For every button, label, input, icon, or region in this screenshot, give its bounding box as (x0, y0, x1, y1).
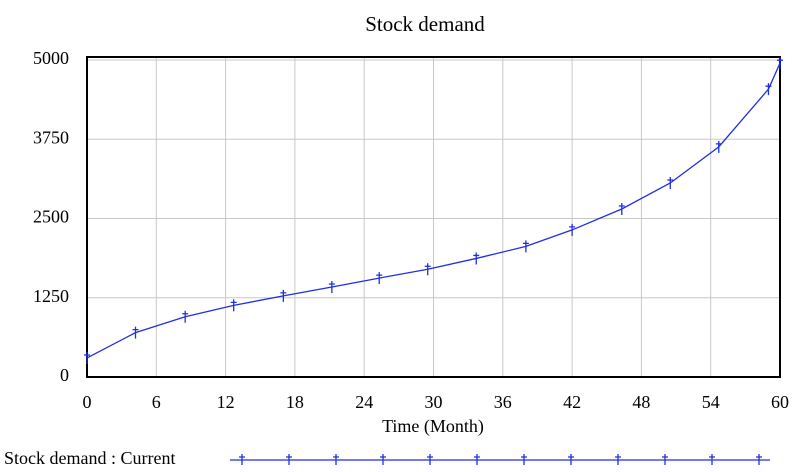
x-tick-label: 18 (286, 392, 304, 412)
legend-marker (662, 454, 668, 465)
y-tick-label: 5000 (33, 48, 69, 68)
data-marker (328, 280, 335, 293)
x-tick-label: 24 (355, 392, 373, 412)
data-marker (473, 252, 480, 265)
data-marker (132, 326, 139, 339)
x-tick-label: 54 (702, 392, 720, 412)
legend-marker (709, 454, 715, 465)
data-marker (376, 272, 383, 285)
legend-marker (615, 454, 621, 465)
x-tick-label: 48 (632, 392, 650, 412)
data-marker (667, 176, 674, 189)
y-tick-label: 2500 (33, 207, 69, 227)
legend-marker (756, 454, 762, 465)
legend-label: Stock demand : Current (4, 448, 175, 468)
x-tick-label: 42 (563, 392, 581, 412)
data-marker (765, 83, 772, 96)
x-tick-label: 36 (494, 392, 512, 412)
x-tick-label: 12 (217, 392, 235, 412)
plot-frame (86, 56, 781, 378)
y-tick-label: 1250 (33, 286, 69, 306)
data-marker (230, 299, 237, 312)
data-marker (424, 263, 431, 276)
legend-marker (427, 454, 433, 465)
legend-marker (333, 454, 339, 465)
legend-marker (380, 454, 386, 465)
data-marker (84, 351, 90, 364)
x-axis-label: Time (Month) (382, 416, 484, 437)
data-marker (618, 202, 625, 215)
data-marker (182, 310, 189, 323)
data-marker (569, 223, 576, 236)
x-tick-label: 6 (152, 392, 161, 412)
x-tick-label: 0 (83, 392, 92, 412)
y-tick-label: 0 (60, 365, 69, 385)
legend-marker (568, 454, 574, 465)
legend-marker (521, 454, 527, 465)
data-marker (280, 289, 287, 302)
chart-title: Stock demand (365, 12, 485, 36)
data-marker (715, 140, 722, 153)
legend-marker (286, 454, 292, 465)
legend-marker (474, 454, 480, 465)
data-line (86, 62, 781, 359)
data-marker (522, 240, 529, 253)
data-marker (777, 57, 783, 70)
x-tick-label: 60 (771, 392, 789, 412)
y-tick-label: 3750 (33, 127, 69, 147)
legend-marker (239, 454, 245, 465)
x-tick-label: 30 (425, 392, 443, 412)
